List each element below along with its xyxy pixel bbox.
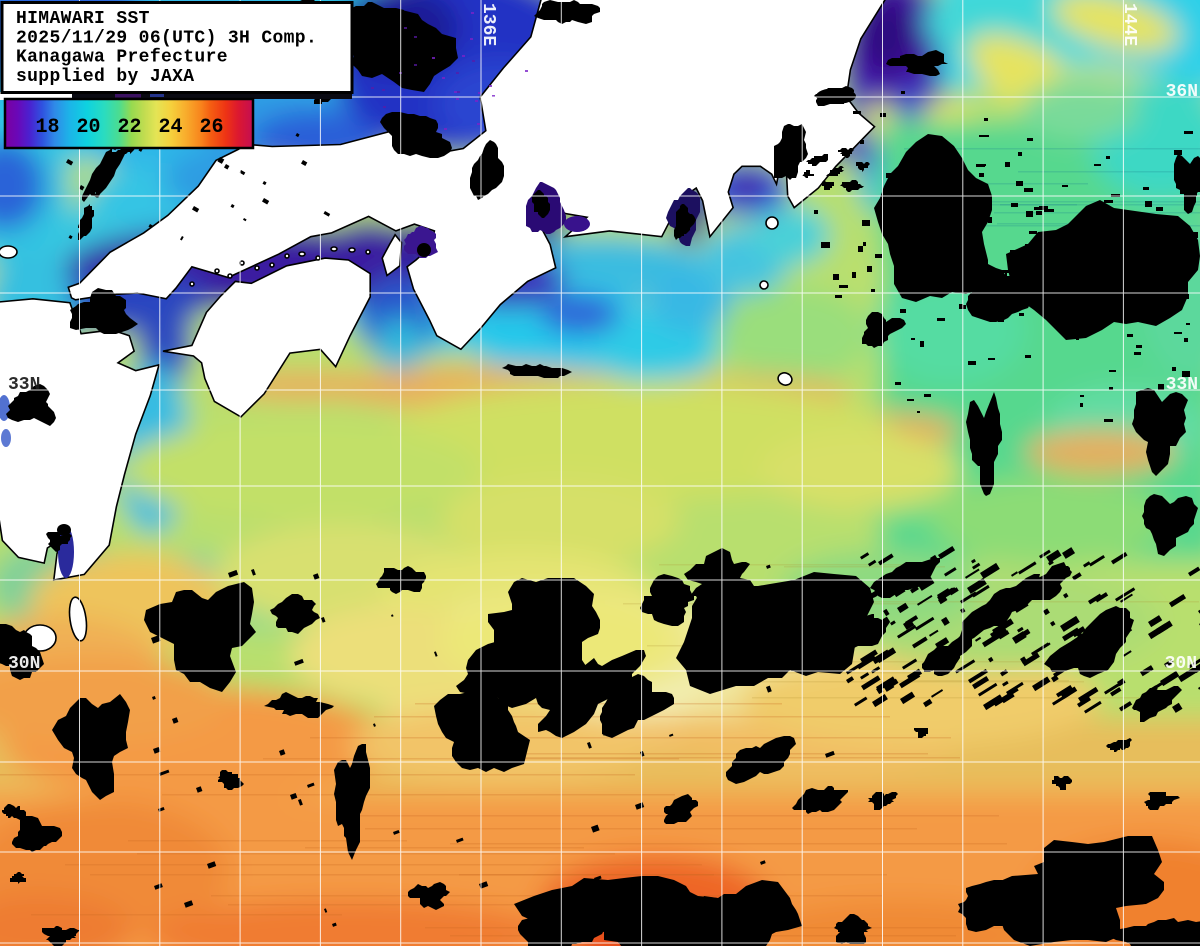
svg-text:36N: 36N <box>1166 82 1198 102</box>
svg-text:24: 24 <box>158 116 182 139</box>
svg-text:30N: 30N <box>1165 654 1197 674</box>
svg-text:33N: 33N <box>1166 375 1198 395</box>
svg-text:30N: 30N <box>8 654 40 674</box>
svg-text:supplied by JAXA: supplied by JAXA <box>16 67 194 87</box>
svg-text:22: 22 <box>117 116 141 139</box>
svg-text:2025/11/29 06(UTC) 3H Comp.: 2025/11/29 06(UTC) 3H Comp. <box>16 28 317 48</box>
svg-text:18: 18 <box>35 116 59 139</box>
svg-text:Kanagawa Prefecture: Kanagawa Prefecture <box>16 48 228 68</box>
svg-text:136E: 136E <box>478 3 498 46</box>
svg-text:144E: 144E <box>1119 3 1139 46</box>
svg-text:26: 26 <box>199 116 223 139</box>
svg-text:HIMAWARI SST: HIMAWARI SST <box>16 9 150 29</box>
svg-text:20: 20 <box>76 116 100 139</box>
svg-text:33N: 33N <box>8 375 40 395</box>
